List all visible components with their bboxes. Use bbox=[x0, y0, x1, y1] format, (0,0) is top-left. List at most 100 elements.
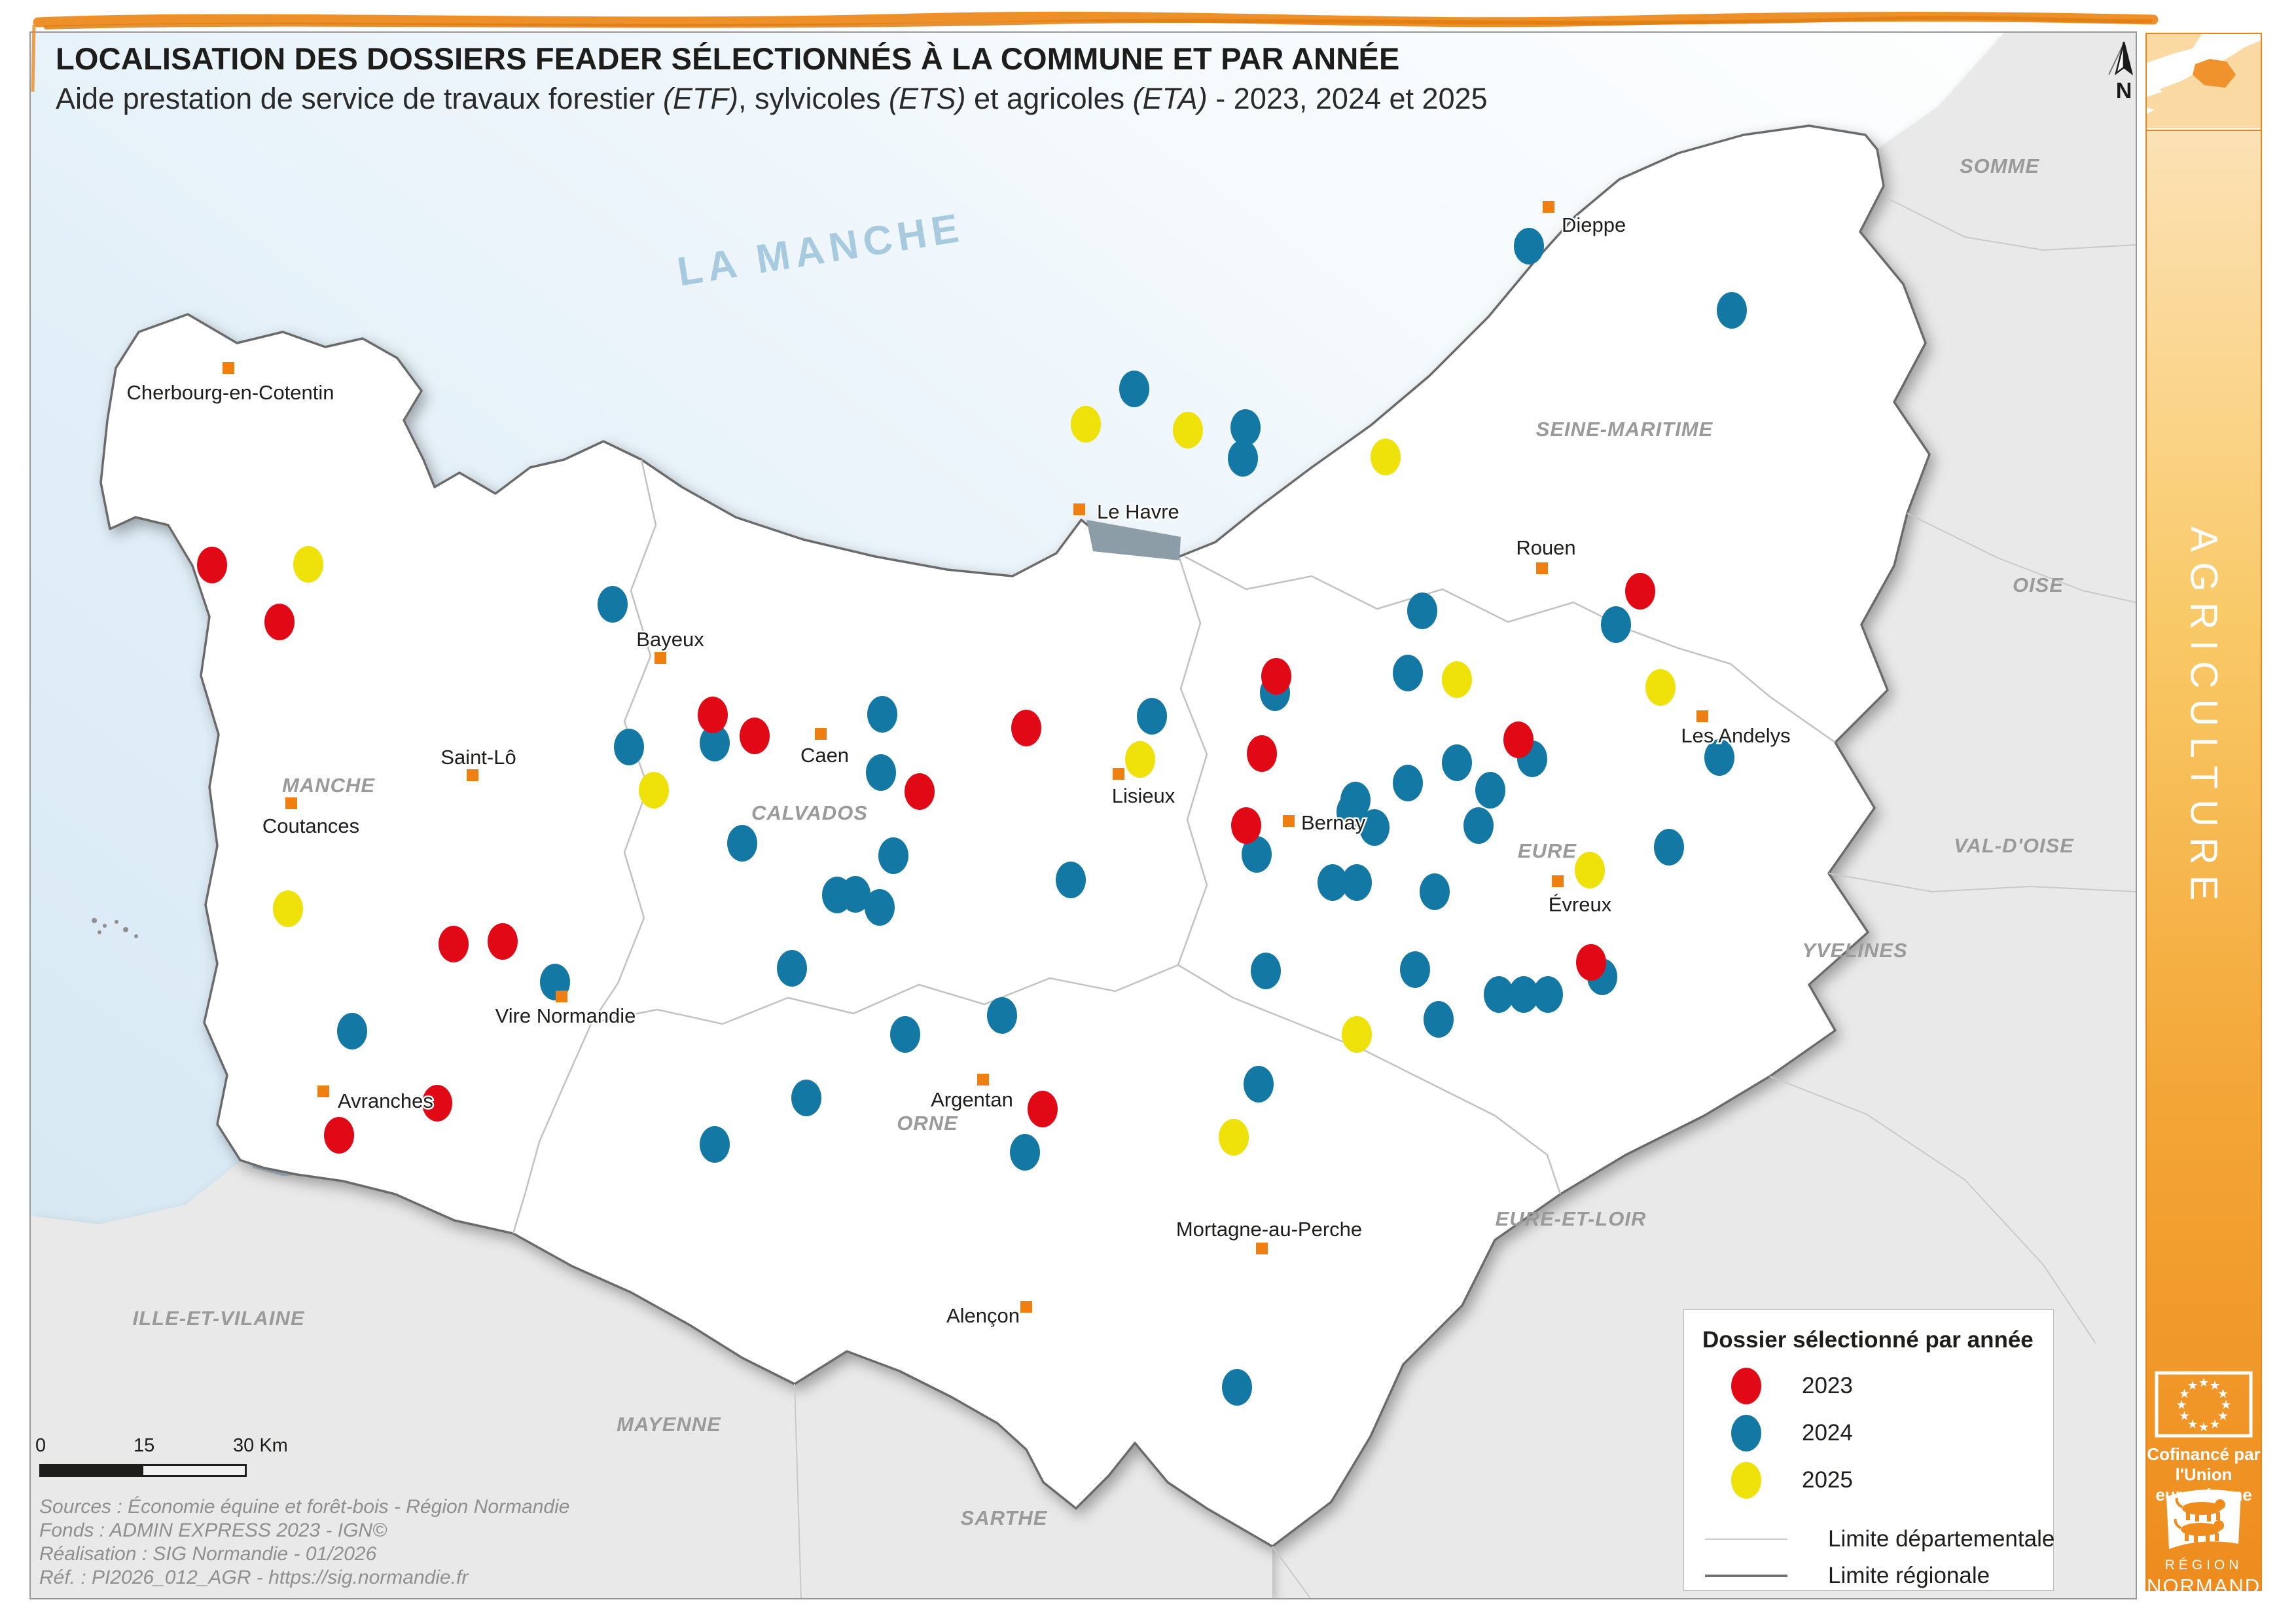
dossier-dot-2024 bbox=[840, 876, 870, 913]
city-marker-Vire Normandie bbox=[556, 991, 567, 1002]
normandy-lions-flag-icon bbox=[2166, 1489, 2241, 1549]
north-arrow-icon: N bbox=[2108, 41, 2134, 103]
dossier-dot-2023 bbox=[264, 604, 295, 640]
dossier-dot-2024 bbox=[1244, 1066, 1274, 1103]
dossier-dot-2025 bbox=[273, 890, 303, 927]
scale-bar-graphic bbox=[39, 1464, 247, 1477]
scale-label-30: 30 Km bbox=[233, 1435, 288, 1456]
dossier-dot-2024 bbox=[1601, 606, 1631, 643]
dossier-dot-2025 bbox=[1125, 741, 1155, 778]
dossier-dot-2024 bbox=[1393, 655, 1423, 691]
eu-star-icon: ★ bbox=[2187, 1417, 2198, 1431]
dossier-dot-2024 bbox=[1484, 976, 1514, 1013]
departmental-limit-sample bbox=[1705, 1539, 1787, 1540]
dossier-dot-2024 bbox=[1137, 698, 1167, 735]
scale-label-0: 0 bbox=[35, 1435, 46, 1456]
outside-departmental-limits bbox=[794, 197, 2136, 1598]
source-line: Réalisation : SIG Normandie - 01/2026 bbox=[39, 1543, 377, 1565]
dossier-dot-2023 bbox=[698, 697, 728, 733]
city-marker-Saint-Lô bbox=[467, 769, 478, 781]
sources-block: Sources : Économie équine et forêt-bois … bbox=[39, 1495, 569, 1590]
city-label: Les Andelys bbox=[1681, 724, 1790, 747]
city-marker-Bayeux bbox=[655, 652, 666, 664]
source-line: Réf. : PI2026_012_AGR - https://sig.norm… bbox=[39, 1567, 469, 1588]
city-label: Caen bbox=[800, 744, 849, 767]
department-label: SARTHE bbox=[961, 1506, 1048, 1529]
dossier-dot-2024 bbox=[598, 586, 628, 623]
dossier-dot-2023 bbox=[324, 1117, 354, 1154]
city-label: Rouen bbox=[1516, 536, 1575, 559]
normandy-region-shape bbox=[99, 124, 1931, 1548]
dossier-dot-2024 bbox=[1359, 809, 1390, 846]
dossier-dot-2024 bbox=[1442, 744, 1472, 781]
department-labels-layer: SOMME SEINE-MARITIME OISE MANCHE CALVADOS EUR… bbox=[133, 155, 2074, 1529]
city-label: Dieppe bbox=[1562, 213, 1626, 236]
eu-star-icon: ★ bbox=[2179, 1410, 2190, 1423]
chausey-islands bbox=[92, 918, 138, 938]
city-marker-Mortagne-au-Perche bbox=[1256, 1243, 1268, 1254]
city-label: Vire Normandie bbox=[495, 1004, 636, 1027]
dossier-dot-2023 bbox=[1231, 807, 1261, 844]
legend-item-limite-regionale: Limite régionale bbox=[1684, 1558, 2053, 1594]
city-marker-Rouen bbox=[1536, 562, 1548, 574]
dossier-dot-2024 bbox=[1119, 371, 1149, 407]
sidebar-vertical-title: AGRICULTURE bbox=[2182, 526, 2225, 911]
department-label: VAL-D'OISE bbox=[1954, 834, 2074, 857]
title-block: LOCALISATION DES DOSSIERS FEADER SÉLECTI… bbox=[56, 41, 1488, 116]
page-title: LOCALISATION DES DOSSIERS FEADER SÉLECTI… bbox=[56, 41, 1400, 76]
city-label: Alençon bbox=[946, 1304, 1020, 1327]
city-label: Le Havre bbox=[1097, 500, 1179, 523]
dossier-dot-2024 bbox=[1424, 1001, 1454, 1038]
city-label: Évreux bbox=[1549, 893, 1612, 916]
department-label: CALVADOS bbox=[751, 801, 868, 824]
city-label: Cherbourg-en-Cotentin bbox=[126, 381, 334, 404]
scale-label-15: 15 bbox=[134, 1435, 155, 1456]
dossier-dot-2025 bbox=[1219, 1119, 1249, 1156]
source-line: Sources : Économie équine et forêt-bois … bbox=[39, 1496, 570, 1518]
eu-flag-icon: ★ ★★★★★★★★★★★ bbox=[2155, 1371, 2253, 1438]
department-label: SOMME bbox=[1960, 155, 2039, 177]
eu-star-icon: ★ bbox=[2187, 1379, 2198, 1393]
dossier-dot-2024 bbox=[700, 1126, 730, 1163]
cities-layer: Cherbourg-en-Cotentin Dieppe Le Havre Rouen… bbox=[125, 201, 1792, 1329]
department-label: MAYENNE bbox=[617, 1413, 721, 1436]
dossier-dot-2024 bbox=[1509, 976, 1539, 1013]
dossier-dot-2024 bbox=[1242, 836, 1272, 873]
dossier-dot-2025 bbox=[1575, 852, 1605, 888]
dossier-dot-2024 bbox=[1393, 765, 1423, 801]
dossier-dot-2024 bbox=[1475, 772, 1505, 809]
department-label: SEINE-MARITIME bbox=[1536, 418, 1713, 441]
city-label: Bernay bbox=[1301, 811, 1366, 834]
dossier-dot-2023 bbox=[422, 1085, 452, 1122]
legend-item-2024: 2024 bbox=[1684, 1410, 2053, 1457]
dossier-dot-2024 bbox=[1514, 228, 1544, 264]
legend-item-limite-departementale: Limite départementale bbox=[1684, 1521, 2054, 1558]
dossier-dot-2024 bbox=[1717, 292, 1747, 329]
dossier-dot-2024 bbox=[866, 754, 896, 791]
eu-star-icon: ★ bbox=[2217, 1387, 2229, 1401]
dossier-dot-2025 bbox=[293, 546, 323, 583]
city-label: Saint-Lô bbox=[440, 746, 516, 769]
legend-box: Dossier sélectionné par année 2023 2024 … bbox=[1683, 1309, 2054, 1591]
city-label: Coutances bbox=[262, 814, 359, 837]
city-marker-Alençon bbox=[1020, 1301, 1032, 1313]
dossier-dot-2024 bbox=[865, 889, 895, 926]
legend-item-2023: 2023 bbox=[1684, 1362, 2053, 1410]
legend-dot-2023 bbox=[1731, 1368, 1761, 1404]
dossier-dot-2023 bbox=[197, 547, 227, 583]
dossier-dot-2024 bbox=[1704, 739, 1734, 776]
seine-estuary bbox=[1086, 520, 1181, 560]
eu-star-icon: ★ bbox=[2220, 1398, 2231, 1412]
dossier-dot-2024 bbox=[337, 1013, 367, 1049]
city-marker-Évreux bbox=[1552, 875, 1564, 887]
dossier-dot-2024 bbox=[777, 950, 807, 987]
city-marker-Caen bbox=[815, 728, 827, 740]
dossier-dot-2025 bbox=[1173, 412, 1203, 448]
dossier-dot-2024 bbox=[1222, 1369, 1252, 1406]
city-marker-Argentan bbox=[977, 1074, 989, 1085]
dossier-dot-2024 bbox=[1342, 864, 1372, 901]
legend-dot-2025 bbox=[1731, 1462, 1761, 1499]
dossier-dot-2024 bbox=[700, 725, 730, 761]
dossier-dot-2024 bbox=[1056, 862, 1086, 898]
dossier-dot-2025 bbox=[1371, 439, 1401, 475]
